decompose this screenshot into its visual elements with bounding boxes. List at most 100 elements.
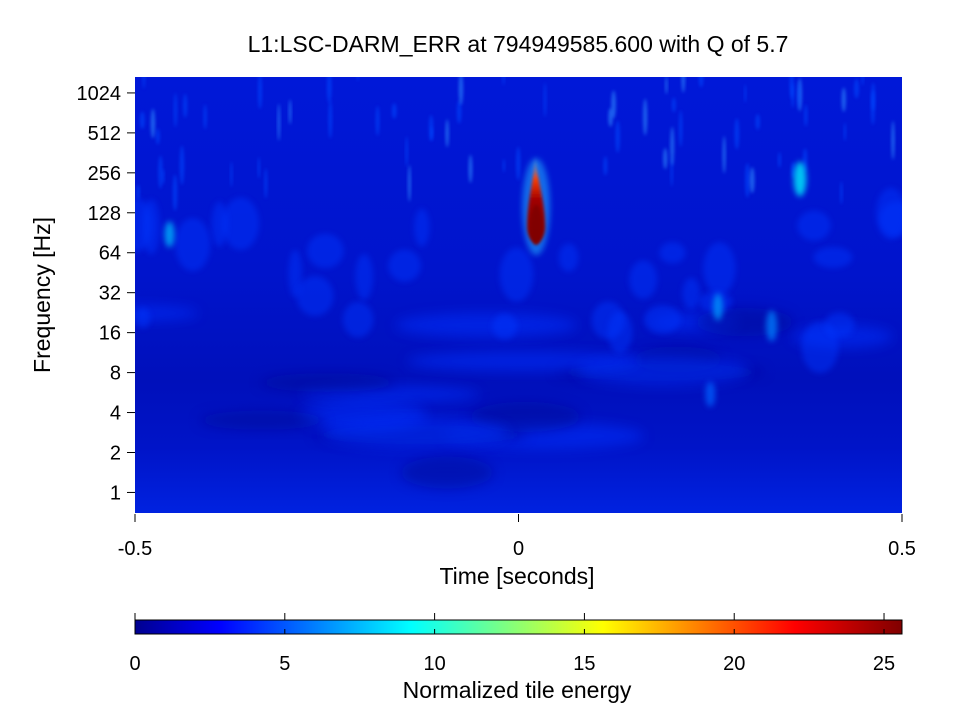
- background-streak: [643, 98, 648, 136]
- background-streak: [870, 90, 875, 125]
- energy-feature: [766, 310, 778, 342]
- spectrogram-features: [164, 156, 807, 407]
- background-blob: [388, 249, 421, 282]
- colorbar-tick-label: 25: [873, 653, 895, 675]
- background-streak: [407, 164, 411, 202]
- x-tick-label: 0.5: [888, 538, 916, 560]
- background-streak: [258, 77, 262, 109]
- background-streak: [843, 122, 847, 141]
- background-streak: [854, 78, 859, 99]
- background-streak: [328, 100, 333, 139]
- background-streak: [288, 99, 292, 125]
- background-streak: [502, 77, 505, 86]
- background-blob: [659, 242, 686, 264]
- energy-feature: [793, 161, 807, 197]
- background-streak: [264, 168, 268, 199]
- background-streak: [744, 84, 747, 103]
- colorbar-gradient: [134, 619, 903, 635]
- burst-peak: [530, 204, 543, 246]
- background-streak: [456, 100, 462, 124]
- background-band: [395, 312, 577, 338]
- y-tick-label: 1024: [77, 83, 122, 105]
- y-axis-label: Frequency [Hz]: [29, 217, 55, 373]
- colorbar-tick-label: 5: [279, 653, 290, 675]
- background-streak: [203, 104, 207, 130]
- background-streak: [861, 77, 864, 86]
- background-streak: [326, 77, 332, 103]
- background-streak: [158, 155, 163, 189]
- colorbar: 0 5 10 15 20 25 Normalized tile energy: [129, 613, 903, 703]
- background-blob: [499, 247, 534, 302]
- background-streak: [755, 114, 760, 130]
- y-tick-label: 2: [110, 442, 121, 464]
- background-streak: [778, 152, 781, 168]
- chart-title: L1:LSC-DARM_ERR at 794949585.600 with Q …: [248, 31, 789, 57]
- y-tick-label: 64: [99, 243, 121, 265]
- background-blob: [414, 208, 430, 247]
- background-streak: [722, 135, 726, 174]
- background-streak: [391, 103, 397, 119]
- x-tick-label: 0: [513, 538, 524, 560]
- y-tick-label: 32: [99, 283, 121, 305]
- background-streak: [257, 157, 261, 179]
- energy-feature: [164, 221, 175, 248]
- background-streak: [663, 148, 668, 170]
- background-streak: [142, 77, 146, 89]
- background-blob: [492, 313, 518, 340]
- background-streak: [665, 77, 668, 95]
- background-blob: [797, 210, 831, 241]
- background-streak: [136, 184, 140, 200]
- background-streak: [749, 167, 755, 194]
- background-streak: [840, 181, 843, 205]
- background-streak: [891, 120, 895, 160]
- energy-feature: [705, 381, 716, 407]
- background-blob: [211, 201, 228, 247]
- background-blob: [296, 275, 334, 317]
- background-streak: [405, 136, 408, 167]
- colorbar-tick-label: 15: [573, 653, 595, 675]
- background-blob: [824, 312, 855, 338]
- background-blob: [175, 218, 211, 272]
- background-streak: [679, 110, 683, 147]
- background-streak: [356, 77, 359, 82]
- y-tick-label: 512: [88, 123, 121, 145]
- y-tick-label: 4: [110, 403, 121, 425]
- background-streak: [139, 111, 145, 129]
- background-streak: [789, 77, 794, 99]
- background-band: [469, 401, 581, 432]
- colorbar-label: Normalized tile energy: [403, 677, 632, 703]
- background-streak: [670, 126, 675, 166]
- background-streak: [156, 128, 160, 145]
- background-streak: [445, 119, 449, 148]
- background-blob: [558, 243, 579, 272]
- y-tick-label: 16: [99, 323, 121, 345]
- background-streak: [428, 115, 434, 142]
- colorbar-tick-label: 0: [129, 653, 140, 675]
- background-streak: [277, 103, 281, 141]
- background-streak: [458, 77, 464, 106]
- y-tick-label: 8: [110, 363, 121, 385]
- background-blob: [876, 187, 902, 240]
- background-streak: [230, 161, 233, 187]
- background-streak: [162, 168, 165, 185]
- background-blob: [643, 305, 681, 334]
- y-axis-ticks: 1 2 4 8 16 32 64 128 256 512 1024: [77, 83, 135, 504]
- x-axis-label: Time [seconds]: [439, 563, 594, 589]
- background-streak: [611, 90, 616, 119]
- colorbar-tick-label: 20: [723, 653, 745, 675]
- background-band: [407, 351, 638, 372]
- background-streak: [150, 108, 156, 139]
- background-blob: [142, 199, 160, 255]
- background-band: [400, 456, 494, 489]
- background-streak: [502, 159, 505, 173]
- background-streak: [172, 174, 178, 211]
- spectrogram-plot-area: [135, 77, 902, 513]
- background-streak: [841, 87, 846, 112]
- background-streak: [375, 105, 380, 136]
- background-streak: [543, 82, 547, 118]
- background-streak: [734, 118, 740, 150]
- background-blob: [288, 249, 302, 298]
- background-streak: [516, 146, 521, 181]
- background-blob: [682, 277, 701, 310]
- background-streak: [468, 154, 473, 183]
